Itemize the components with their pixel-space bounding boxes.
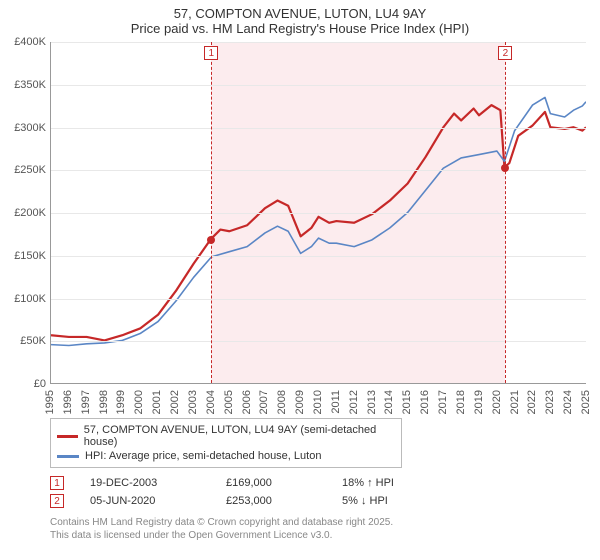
y-axis-label: £350K (6, 79, 46, 91)
event-delta: 18% ↑ HPI (342, 477, 452, 489)
x-axis-label: 2012 (348, 390, 360, 414)
event-vline (505, 42, 506, 383)
y-axis-label: £150K (6, 250, 46, 262)
x-axis-label: 2007 (258, 390, 270, 414)
x-axis-label: 2017 (437, 390, 449, 414)
legend-swatch-icon (57, 455, 79, 458)
x-axis-label: 2003 (187, 390, 199, 414)
event-table: 1 19-DEC-2003 £169,000 18% ↑ HPI 2 05-JU… (50, 474, 586, 510)
event-dot-icon (207, 236, 215, 244)
event-marker-icon: 2 (498, 46, 512, 60)
event-delta: 5% ↓ HPI (342, 495, 452, 507)
event-dot-icon (501, 164, 509, 172)
y-axis-label: £200K (6, 207, 46, 219)
x-axis-label: 2013 (366, 390, 378, 414)
chart-title: 57, COMPTON AVENUE, LUTON, LU4 9AY Price… (0, 0, 600, 38)
y-axis-label: £50K (6, 335, 46, 347)
x-axis-label: 2001 (151, 390, 163, 414)
x-axis-label: 2011 (330, 390, 342, 414)
event-date: 05-JUN-2020 (90, 495, 200, 507)
x-axis-label: 2021 (509, 390, 521, 414)
x-axis-label: 2004 (205, 390, 217, 414)
x-axis-label: 2000 (133, 390, 145, 414)
y-axis-label: £0 (6, 378, 46, 390)
x-axis-label: 2009 (294, 390, 306, 414)
x-axis-label: 1997 (80, 390, 92, 414)
legend-swatch-icon (57, 435, 78, 438)
footer-line-2: This data is licensed under the Open Gov… (50, 529, 586, 542)
event-vline (211, 42, 212, 383)
x-axis-label: 2006 (241, 390, 253, 414)
x-axis-label: 2022 (526, 390, 538, 414)
event-price: £169,000 (226, 477, 316, 489)
x-axis-label: 2024 (562, 390, 574, 414)
title-line-2: Price paid vs. HM Land Registry's House … (0, 21, 600, 36)
x-axis-label: 1995 (44, 390, 56, 414)
x-axis-label: 1996 (62, 390, 74, 414)
x-axis-label: 2023 (544, 390, 556, 414)
x-axis-label: 2008 (276, 390, 288, 414)
event-date: 19-DEC-2003 (90, 477, 200, 489)
plot-area: 12 (50, 42, 586, 384)
x-axis-label: 2010 (312, 390, 324, 414)
attribution-footer: Contains HM Land Registry data © Crown c… (50, 516, 586, 542)
legend-label: 57, COMPTON AVENUE, LUTON, LU4 9AY (semi… (84, 424, 395, 448)
y-axis-label: £300K (6, 122, 46, 134)
x-axis-label: 2014 (383, 390, 395, 414)
y-axis-label: £250K (6, 164, 46, 176)
event-row: 2 05-JUN-2020 £253,000 5% ↓ HPI (50, 492, 586, 510)
chart-area: £0£50K£100K£150K£200K£250K£300K£350K£400… (6, 42, 586, 412)
title-line-1: 57, COMPTON AVENUE, LUTON, LU4 9AY (0, 6, 600, 21)
legend: 57, COMPTON AVENUE, LUTON, LU4 9AY (semi… (50, 418, 402, 468)
x-axis-label: 1998 (98, 390, 110, 414)
event-row: 1 19-DEC-2003 £169,000 18% ↑ HPI (50, 474, 586, 492)
event-marker-icon: 1 (204, 46, 218, 60)
legend-label: HPI: Average price, semi-detached house,… (85, 450, 321, 462)
x-axis-label: 2005 (223, 390, 235, 414)
event-marker-icon: 2 (50, 494, 64, 508)
legend-item-price-paid: 57, COMPTON AVENUE, LUTON, LU4 9AY (semi… (57, 423, 395, 449)
x-axis-label: 2018 (455, 390, 467, 414)
x-axis-label: 2015 (401, 390, 413, 414)
legend-item-hpi: HPI: Average price, semi-detached house,… (57, 449, 395, 463)
event-price: £253,000 (226, 495, 316, 507)
x-axis-label: 2025 (580, 390, 592, 414)
x-axis-label: 2019 (473, 390, 485, 414)
x-axis-label: 2002 (169, 390, 181, 414)
x-axis-label: 2016 (419, 390, 431, 414)
event-marker-icon: 1 (50, 476, 64, 490)
x-axis-label: 1999 (115, 390, 127, 414)
y-axis-label: £100K (6, 293, 46, 305)
x-axis-label: 2020 (491, 390, 503, 414)
footer-line-1: Contains HM Land Registry data © Crown c… (50, 516, 586, 529)
y-axis-label: £400K (6, 36, 46, 48)
